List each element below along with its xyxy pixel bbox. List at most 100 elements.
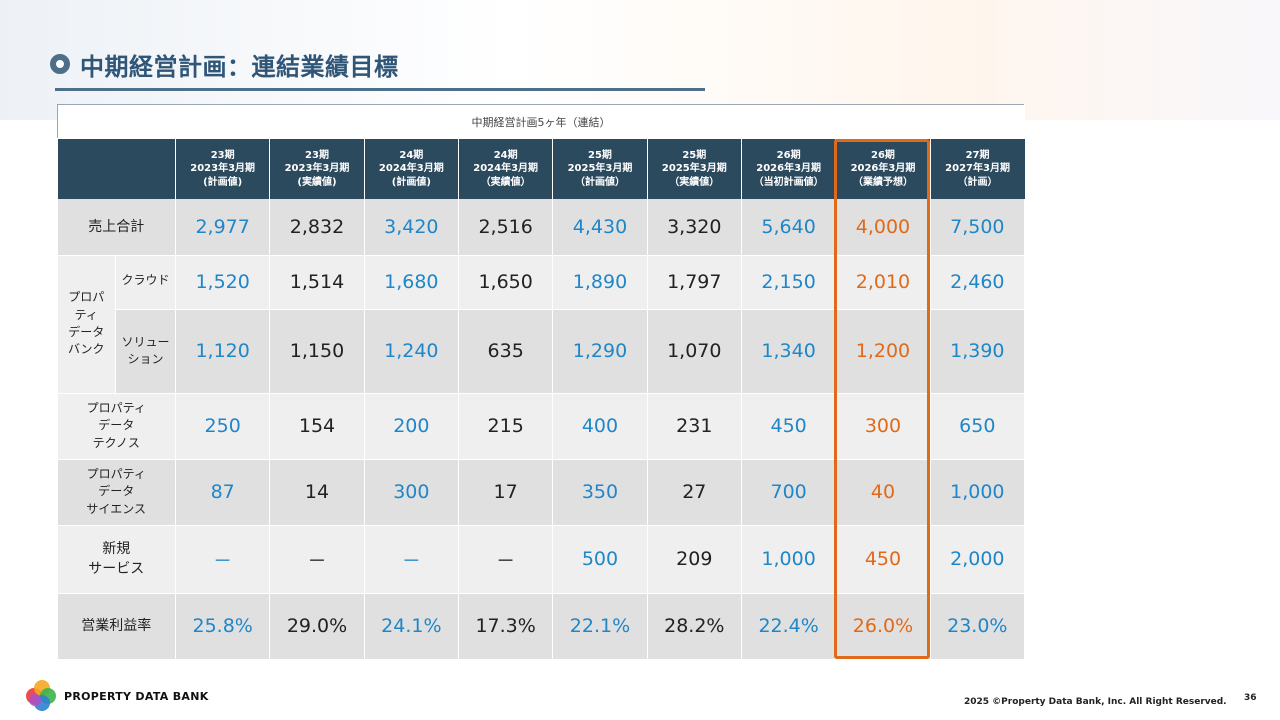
value-cell: 4,000 bbox=[835, 199, 931, 256]
title-block: 中期経営計画：連結業績目標 bbox=[50, 46, 399, 82]
value-cell: 209 bbox=[647, 525, 742, 594]
row-label-line: プロパティ bbox=[86, 400, 146, 415]
row-sales_total: 売上合計 2,977 2,832 3,420 2,516 4,430 3,320 5,640 4… bbox=[57, 199, 1026, 256]
row-label-line: サイエンス bbox=[86, 501, 147, 516]
logo-circles-icon bbox=[26, 680, 58, 712]
value-cell: 2,000 bbox=[930, 525, 1026, 594]
value-cell: 25.8% bbox=[175, 593, 271, 660]
column-header: 24期 2024年3月期 (計画値) bbox=[364, 138, 459, 199]
performance-target-table: 中期経営計画5ヶ年（連結） 23期 2023年3月期 (計画値) 23期 2023年3月期… bbox=[57, 104, 1026, 660]
group-label-line: データ bbox=[68, 325, 105, 339]
value-cell: 1,650 bbox=[458, 255, 554, 310]
value-cell: 1,890 bbox=[552, 255, 648, 310]
value-cell: 400 bbox=[552, 393, 648, 460]
page-number: 36 bbox=[1244, 693, 1257, 703]
value-cell: 2,977 bbox=[175, 199, 271, 256]
column-header-type: （実績値） bbox=[480, 176, 531, 188]
column-header-date: 2025年3月期 bbox=[567, 163, 633, 175]
value-cell: 26.0% bbox=[835, 593, 931, 660]
value-cell: 7,500 bbox=[930, 199, 1026, 256]
group-label-line: バンク bbox=[67, 342, 105, 357]
row-label-line: ソリュー bbox=[121, 334, 170, 349]
value-cell: 635 bbox=[458, 309, 554, 394]
value-cell: 1,000 bbox=[930, 459, 1026, 526]
row-label-line: データ bbox=[98, 484, 135, 499]
title-underline bbox=[55, 88, 705, 91]
column-header-type: （計画） bbox=[957, 176, 998, 188]
value-cell: 17 bbox=[458, 459, 554, 526]
header-corner bbox=[57, 138, 176, 199]
column-header-period: 23期 bbox=[305, 149, 329, 161]
value-cell: 1,680 bbox=[364, 255, 459, 310]
row-label-line: テクノス bbox=[92, 435, 140, 450]
column-header: 25期 2025年3月期 （計画値） bbox=[552, 138, 648, 199]
column-header: 23期 2023年3月期 (計画値) bbox=[175, 138, 271, 199]
column-header-period: 27期 bbox=[965, 149, 990, 161]
row-cloud: プロパ ティ データ バンク クラウド 1,520 1,514 1,680 1,650 1,890… bbox=[57, 255, 1026, 394]
value-cell: 200 bbox=[364, 393, 459, 460]
value-cell: － bbox=[364, 525, 459, 594]
column-header-date: 2023年3月期 bbox=[190, 163, 256, 175]
value-cell: 1,340 bbox=[741, 309, 837, 394]
column-header-period: 26期 bbox=[871, 149, 895, 161]
value-cell: 250 bbox=[175, 393, 271, 460]
value-cell: 3,320 bbox=[647, 199, 742, 256]
value-cell: 40 bbox=[835, 459, 931, 526]
value-cell: 1,390 bbox=[930, 309, 1026, 394]
value-cell: 27 bbox=[647, 459, 742, 526]
column-header: 23期 2023年3月期 (実績値) bbox=[269, 138, 365, 199]
column-header: 25期 2025年3月期 （実績値） bbox=[647, 138, 742, 199]
copyright-text: 2025 ©Property Data Bank, Inc. All Right… bbox=[964, 697, 1227, 707]
group-label-line: プロパ bbox=[68, 290, 105, 305]
value-cell: 2,832 bbox=[269, 199, 365, 256]
value-cell: 650 bbox=[930, 393, 1026, 460]
column-header-date: 2024年3月期 bbox=[378, 163, 444, 175]
value-cell: 215 bbox=[458, 393, 554, 460]
value-cell: 22.4% bbox=[741, 593, 837, 660]
value-cell: － bbox=[175, 525, 271, 594]
row-science: プロパティ データ サイエンス 87 14 300 17 350 27 700 40 1,000 bbox=[57, 459, 1026, 526]
value-cell: 700 bbox=[741, 459, 837, 526]
row-label: クラウド bbox=[115, 255, 176, 310]
column-header-type: (計画値) bbox=[391, 176, 431, 188]
row-solution: ソリュー ション 1,120 1,150 1,240 635 1,290 1,070 1,340… bbox=[58, 309, 1026, 394]
table-caption: 中期経営計画5ヶ年（連結） bbox=[57, 104, 1025, 139]
column-header-period: 24期 bbox=[399, 149, 424, 161]
value-cell: 1,514 bbox=[269, 255, 365, 310]
forecast-highlight-box bbox=[834, 139, 930, 659]
value-cell: 2,010 bbox=[835, 255, 931, 310]
column-header-type: （当初計画値） bbox=[753, 176, 824, 188]
row-label: ソリュー ション bbox=[115, 309, 176, 394]
column-header-date: 2026年3月期 bbox=[850, 163, 916, 175]
value-cell: 17.3% bbox=[458, 593, 554, 660]
value-cell: 154 bbox=[269, 393, 365, 460]
column-header-type: (実績値) bbox=[297, 176, 337, 188]
value-cell: 23.0% bbox=[930, 593, 1026, 660]
value-cell: 1,120 bbox=[175, 309, 271, 394]
value-cell: 3,420 bbox=[364, 199, 459, 256]
value-cell: － bbox=[458, 525, 554, 594]
value-cell: 1,797 bbox=[647, 255, 742, 310]
value-cell: 450 bbox=[835, 525, 931, 594]
page-title: 中期経営計画：連結業績目標 bbox=[80, 52, 399, 81]
value-cell: 5,640 bbox=[741, 199, 837, 256]
value-cell: 1,000 bbox=[741, 525, 837, 594]
value-cell: 87 bbox=[175, 459, 271, 526]
row-label-line: ション bbox=[127, 352, 164, 366]
value-cell: 24.1% bbox=[364, 593, 459, 660]
value-cell: 231 bbox=[647, 393, 742, 460]
value-cell: 500 bbox=[552, 525, 648, 594]
row-label: 売上合計 bbox=[57, 199, 176, 256]
value-cell: 29.0% bbox=[269, 593, 365, 660]
column-header: 26期 2026年3月期 （当初計画値） bbox=[741, 138, 837, 199]
value-cell: 300 bbox=[364, 459, 459, 526]
company-logo: PROPERTY DATA BANK bbox=[26, 680, 209, 712]
row-label: プロパティ データ テクノス bbox=[57, 393, 176, 460]
row-technos: プロパティ データ テクノス 250 154 200 215 400 231 450 300 650 bbox=[57, 393, 1026, 460]
column-header-period: 24期 bbox=[493, 149, 518, 161]
column-header-type: （実績値） bbox=[669, 176, 720, 188]
row-label-line: サービス bbox=[88, 561, 145, 577]
value-cell: 2,460 bbox=[930, 255, 1026, 310]
column-header-type: （業績予想） bbox=[852, 176, 913, 188]
value-cell: 4,430 bbox=[552, 199, 648, 256]
